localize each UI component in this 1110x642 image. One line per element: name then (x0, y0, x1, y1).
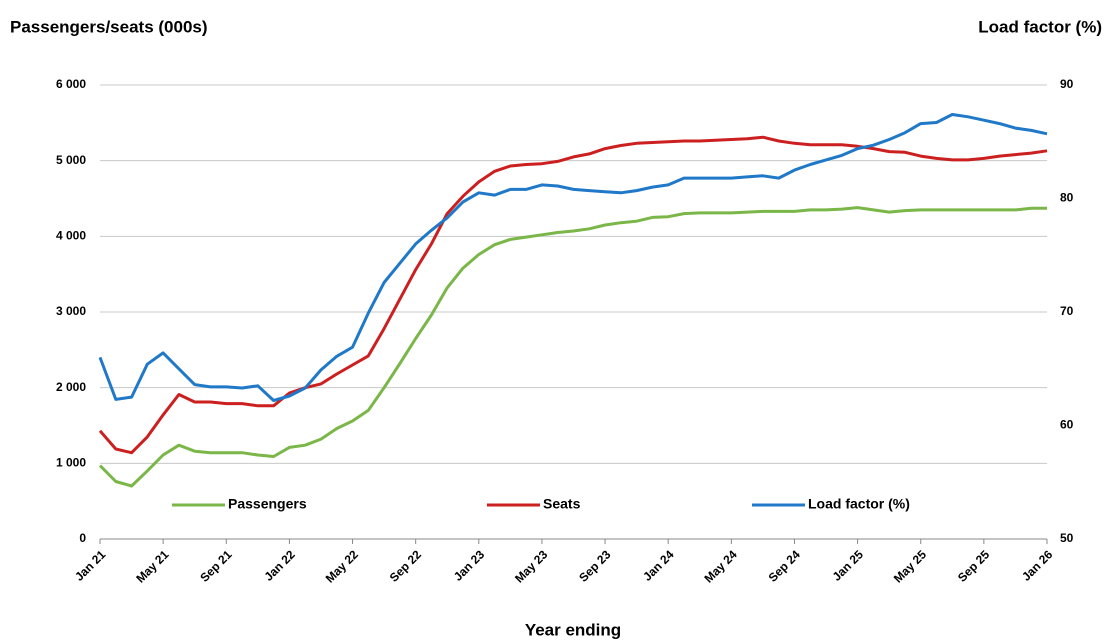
x-tick-label: Jan 25 (830, 547, 867, 584)
y-tick-label: 1 000 (56, 456, 86, 470)
y2-tick-label: 60 (1060, 418, 1074, 432)
x-tick-label: Jan 24 (640, 547, 677, 584)
x-tick-label: Jan 22 (261, 547, 298, 584)
y-tick-label: 3 000 (56, 304, 86, 318)
x-tick-label: Jan 26 (1019, 547, 1056, 584)
x-tick-label: May 21 (133, 547, 171, 585)
x-tick-label: Sep 24 (766, 547, 803, 584)
y-tick-label: 0 (79, 531, 86, 545)
x-axis-title: Year ending (525, 620, 621, 639)
x-tick-label: May 24 (701, 547, 739, 585)
series-line (98, 113, 1048, 402)
y-axis-title: Passengers/seats (000s) (10, 17, 208, 36)
x-tick-label: Jan 21 (72, 547, 109, 584)
y2-tick-label: 80 (1060, 191, 1074, 205)
y-tick-label: 6 000 (56, 77, 86, 91)
x-tick-label: Sep 23 (576, 547, 613, 584)
x-tick-label: May 22 (323, 547, 361, 585)
y-tick-label: 4 000 (56, 229, 86, 243)
y2-tick-label: 50 (1060, 531, 1074, 545)
y2-axis-title: Load factor (%) (978, 17, 1102, 36)
y-tick-label: 2 000 (56, 380, 86, 394)
y2-tick-label: 90 (1060, 77, 1074, 91)
x-tick-label: Sep 21 (197, 547, 234, 584)
series-line (98, 206, 1047, 488)
legend-label: Passengers (228, 496, 307, 512)
x-tick-label: Sep 22 (387, 547, 424, 584)
y2-tick-label: 70 (1060, 304, 1074, 318)
y-tick-label: 5 000 (56, 153, 86, 167)
x-tick-label: Sep 25 (955, 547, 992, 584)
legend-label: Seats (543, 496, 581, 512)
legend-label: Load factor (%) (808, 496, 910, 512)
x-tick-label: May 23 (512, 547, 550, 585)
series-line (98, 135, 1048, 455)
x-tick-label: Jan 23 (451, 547, 488, 584)
x-tick-label: May 25 (891, 547, 929, 585)
